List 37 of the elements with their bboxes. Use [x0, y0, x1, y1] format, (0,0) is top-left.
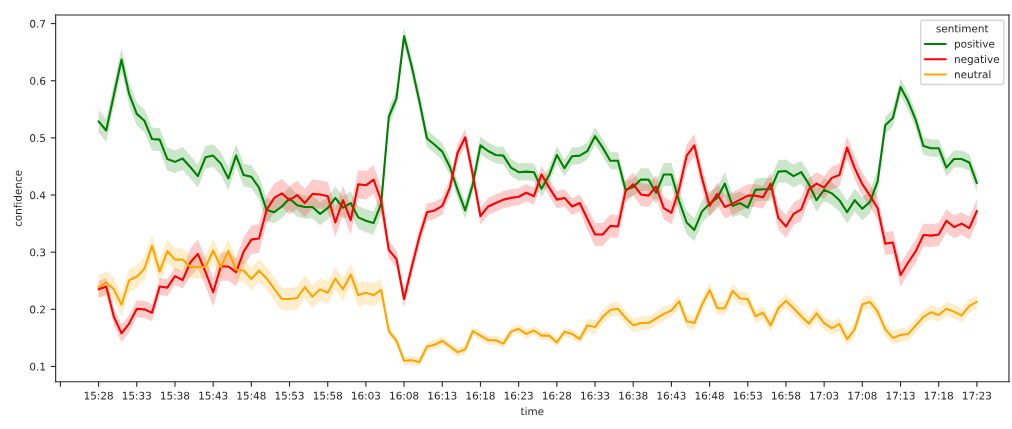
x-tick-label: 16:23	[504, 391, 533, 400]
x-tick-label: 17:13	[886, 391, 915, 400]
y-tick-label: 0.1	[30, 362, 45, 371]
x-tick-label: 17:08	[848, 391, 877, 400]
x-tick-label: 15:43	[199, 391, 228, 400]
legend-title: sentiment	[936, 24, 989, 33]
legend-label: negative	[954, 54, 1000, 66]
x-tick-label: 16:58	[772, 391, 801, 400]
y-tick-label: 0.6	[30, 76, 46, 85]
x-axis-title: time	[520, 407, 544, 416]
x-tick-label: 15:38	[161, 391, 190, 400]
x-tick-label: 16:48	[695, 391, 724, 400]
y-tick-label: 0.2	[30, 305, 45, 314]
y-tick-label: 0.5	[30, 134, 46, 142]
x-tick-label: 15:53	[275, 391, 304, 400]
x-tick-label: 17:23	[963, 391, 992, 400]
x-tick-label: 17:18	[924, 391, 954, 400]
y-tick-label: 0.4	[30, 191, 46, 200]
x-tick-label: 15:33	[122, 391, 151, 400]
legend-label: neutral	[954, 70, 991, 79]
x-tick-label: 15:48	[237, 391, 266, 400]
x-tick-label: 16:53	[733, 391, 762, 400]
x-tick-label: 16:08	[390, 391, 419, 400]
y-axis-title: confidence	[13, 170, 22, 227]
x-tick-label: 16:03	[352, 391, 381, 400]
x-tick-label: 15:58	[313, 391, 343, 400]
x-tick-label: 16:33	[581, 391, 610, 400]
y-tick-label: 0.7	[30, 19, 46, 28]
x-tick-label: 16:38	[619, 391, 648, 400]
x-tick-label: 15:28	[84, 391, 113, 400]
x-tick-label: 16:18	[466, 391, 495, 400]
x-tick-label: 16:13	[428, 391, 457, 400]
y-tick-label: 0.3	[30, 248, 46, 257]
x-tick-label: 17:03	[810, 391, 839, 400]
x-tick-label: 16:43	[657, 391, 686, 400]
x-tick-label: 16:28	[542, 391, 572, 400]
legend-label: positive	[954, 39, 995, 50]
